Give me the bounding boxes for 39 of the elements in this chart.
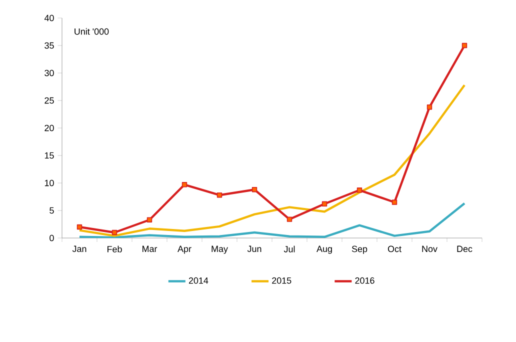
point [322, 201, 328, 206]
y-tick-label: 20 [44, 124, 54, 132]
y-tick-label: 40 [44, 14, 54, 22]
y-tick-label: 35 [44, 42, 54, 49]
x-tick-label: Sep [352, 246, 368, 254]
point [216, 192, 222, 198]
point [76, 224, 82, 230]
line-series [78, 202, 466, 238]
legend-label: 2016 [355, 277, 374, 284]
point [392, 200, 398, 205]
line-series [78, 84, 466, 237]
legend-label: 2015 [272, 277, 292, 284]
point [286, 216, 292, 222]
y-tick-label: 5 [50, 207, 54, 214]
x-tick-label: Jul [284, 246, 295, 252]
y-tick-label: 15 [44, 152, 54, 159]
x-tick-label: Nov [422, 246, 438, 252]
annotation: Unit '000 [74, 28, 109, 35]
y-tick-label: 10 [44, 180, 54, 186]
point [462, 42, 468, 48]
x-tick-label: Aug [316, 246, 332, 254]
point [182, 182, 188, 188]
point [426, 104, 432, 110]
point [146, 217, 152, 222]
point [112, 230, 118, 236]
x-tick-label: Jan [72, 246, 86, 252]
y-tick-label: 25 [44, 97, 54, 104]
point [356, 188, 362, 193]
x-tick-label: Oct [388, 246, 402, 252]
x-tick-label: Apr [178, 246, 192, 254]
x-tick-label: Feb [108, 246, 122, 252]
x-tick-label: Jun [247, 246, 262, 252]
x-tick-label: Dec [457, 246, 472, 252]
y-tick-label: 30 [44, 70, 54, 76]
point [252, 187, 258, 192]
y-tick-label: 0 [50, 234, 54, 242]
legend-label: 2014 [188, 277, 208, 284]
x-tick-label: May [212, 246, 228, 254]
x-tick-label: Mar [142, 246, 158, 252]
